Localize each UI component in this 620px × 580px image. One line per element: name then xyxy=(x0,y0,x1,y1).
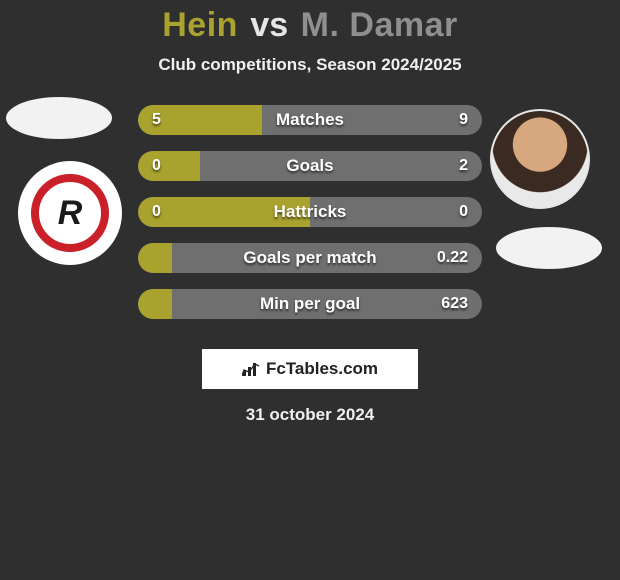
stat-bar-track xyxy=(138,151,482,181)
brand-text: FcTables.com xyxy=(266,359,378,379)
stat-row: Matches59 xyxy=(138,105,482,135)
chart-icon xyxy=(242,361,260,377)
player2-club-badge-placeholder xyxy=(496,227,602,269)
stat-bar-track xyxy=(138,105,482,135)
player2-photo xyxy=(490,109,590,209)
stat-bar-track xyxy=(138,289,482,319)
stat-row: Min per goal623 xyxy=(138,289,482,319)
branding[interactable]: FcTables.com xyxy=(202,349,418,389)
stat-bar-left-fill xyxy=(138,243,172,273)
title-row: Hein vs M. Damar xyxy=(0,0,620,45)
club-badge-letter: R xyxy=(58,194,83,233)
player2-name: M. Damar xyxy=(301,6,458,44)
subtitle: Club competitions, Season 2024/2025 xyxy=(0,55,620,75)
stat-bar-track xyxy=(138,197,482,227)
stat-row: Goals per match0.22 xyxy=(138,243,482,273)
stat-bar-left-fill xyxy=(138,289,172,319)
player1-club-badge: R xyxy=(18,161,122,265)
vs-label: vs xyxy=(250,6,288,44)
stat-row: Goals02 xyxy=(138,151,482,181)
stat-bar-left-fill xyxy=(138,105,262,135)
player1-photo-placeholder xyxy=(6,97,112,139)
stat-bar-left-fill xyxy=(138,197,310,227)
stat-bars: Matches59 Goals02 Hattricks00 Goals per mat… xyxy=(138,105,482,335)
stat-row: Hattricks00 xyxy=(138,197,482,227)
date: 31 october 2024 xyxy=(0,405,620,425)
player1-name: Hein xyxy=(162,6,238,44)
club-badge-ring: R xyxy=(31,174,109,252)
stat-bar-track xyxy=(138,243,482,273)
stat-bar-left-fill xyxy=(138,151,200,181)
